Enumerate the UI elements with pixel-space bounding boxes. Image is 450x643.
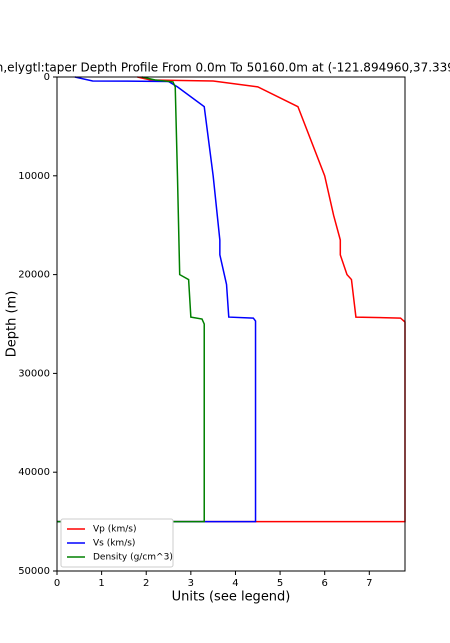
y-tick-label: 50000 bbox=[18, 566, 50, 577]
y-tick-label: 40000 bbox=[18, 467, 50, 478]
x-tick-label: 3 bbox=[188, 578, 194, 589]
chart-title: sfcvm,elygtl:taper Depth Profile From 0.… bbox=[0, 61, 450, 75]
plot-frame bbox=[56, 76, 406, 572]
y-tick-label: 10000 bbox=[18, 171, 50, 182]
legend-label: Density (g/cm^3) bbox=[93, 553, 173, 563]
legend-label: Vp (km/s) bbox=[93, 525, 136, 535]
y-tick-label: 30000 bbox=[18, 368, 50, 379]
line-series bbox=[57, 76, 205, 523]
x-tick-label: 2 bbox=[143, 578, 149, 589]
x-tick-label: 1 bbox=[98, 578, 104, 589]
line-series bbox=[57, 76, 406, 523]
y-tick-label: 20000 bbox=[18, 270, 50, 281]
legend-box bbox=[60, 518, 174, 568]
x-tick-label: 0 bbox=[54, 578, 60, 589]
legend-label: Vs (km/s) bbox=[93, 539, 135, 549]
x-tick-label: 6 bbox=[322, 578, 328, 589]
x-tick-label: 5 bbox=[277, 578, 283, 589]
y-axis-label: Depth (m) bbox=[5, 291, 20, 358]
x-tick-label: 4 bbox=[232, 578, 238, 589]
y-tick-label: 0 bbox=[44, 72, 50, 83]
x-tick-label: 7 bbox=[366, 578, 372, 589]
x-axis-label: Units (see legend) bbox=[172, 590, 291, 605]
line-series bbox=[57, 76, 257, 523]
